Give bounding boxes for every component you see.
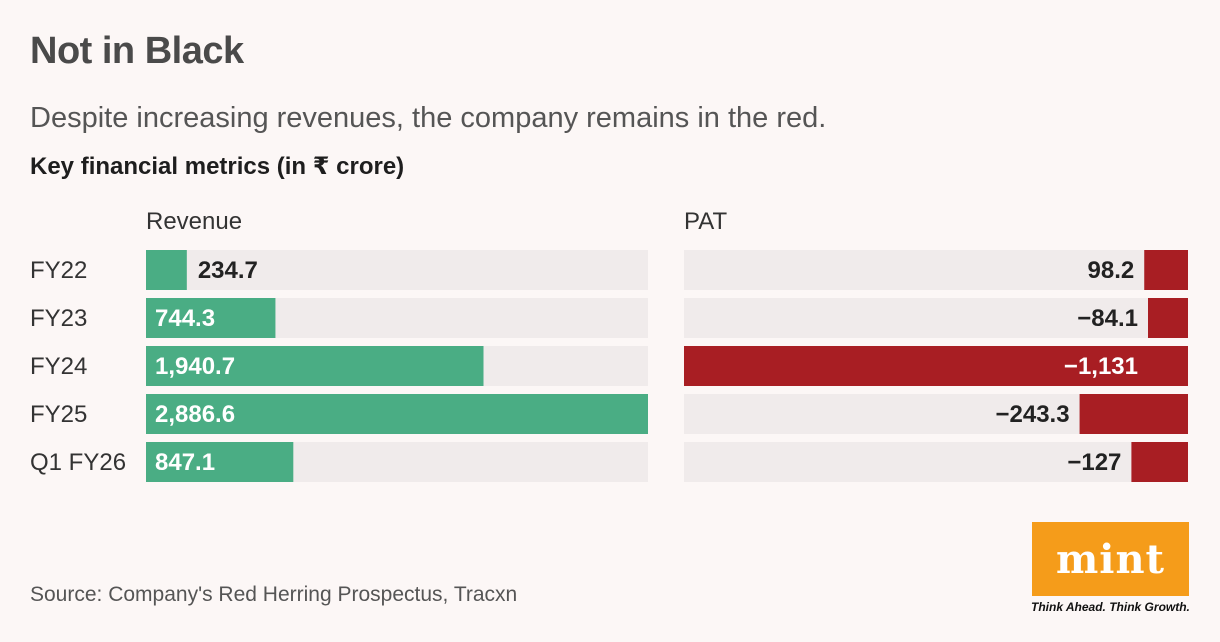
tagline: Think Ahead. Think Growth. <box>1031 600 1190 614</box>
source-note: Source: Company's Red Herring Prospectus… <box>30 583 518 606</box>
revenue-bar <box>146 250 187 290</box>
pat-value-label: 98.2 <box>1088 257 1135 284</box>
series-label-revenue: Revenue <box>146 208 242 235</box>
category-label: FY22 <box>30 257 87 284</box>
revenue-value-label: 2,886.6 <box>155 401 235 428</box>
pat-track <box>684 298 1188 338</box>
category-label: FY23 <box>30 305 87 332</box>
pat-value-label: −1,131 <box>1064 353 1138 380</box>
pat-value-label: −127 <box>1067 449 1121 476</box>
series-label-pat: PAT <box>684 208 727 235</box>
category-label: Q1 FY26 <box>30 449 126 476</box>
category-label: FY24 <box>30 353 87 380</box>
pat-bar <box>1131 442 1188 482</box>
category-label: FY25 <box>30 401 87 428</box>
pat-bar <box>1148 298 1188 338</box>
revenue-bar <box>146 298 276 338</box>
chart-subtitle: Despite increasing revenues, the company… <box>30 102 827 134</box>
revenue-value-label: 234.7 <box>198 257 258 284</box>
pat-track <box>684 250 1188 290</box>
pat-value-label: −84.1 <box>1077 305 1138 332</box>
revenue-value-label: 744.3 <box>155 305 215 332</box>
pat-bar <box>684 346 1188 386</box>
revenue-bar <box>146 442 294 482</box>
units-label: Key financial metrics (in ₹ crore) <box>30 153 405 180</box>
pat-bar <box>1079 394 1188 434</box>
pat-bar <box>1144 250 1188 290</box>
revenue-value-label: 1,940.7 <box>155 353 235 380</box>
pat-track <box>684 442 1188 482</box>
pat-value-label: −243.3 <box>996 401 1070 428</box>
chart-title: Not in Black <box>30 30 244 72</box>
revenue-value-label: 847.1 <box>155 449 215 476</box>
revenue-track <box>146 250 648 290</box>
logo-text: mint <box>1055 535 1166 583</box>
mint-logo: mint <box>1032 522 1189 596</box>
revenue-bar <box>146 346 484 386</box>
revenue-bar <box>146 394 648 434</box>
